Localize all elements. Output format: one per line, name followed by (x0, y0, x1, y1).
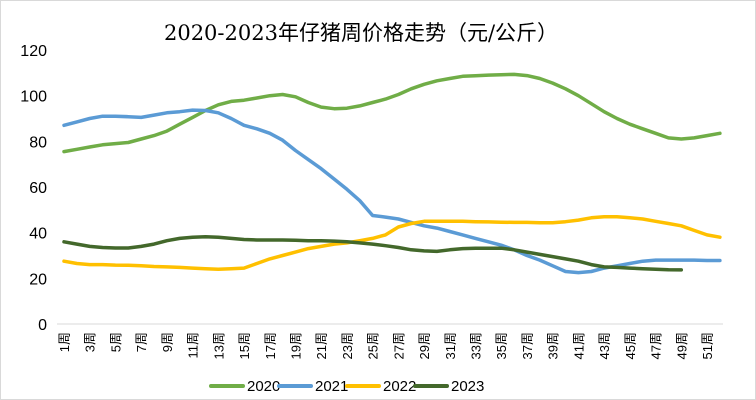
y-tick-label: 120 (20, 43, 47, 60)
series-line-2020 (62, 72, 722, 154)
x-tick-label: 21周 (314, 332, 329, 359)
x-tick-label: 37周 (520, 332, 535, 359)
x-tick-label: 3周 (83, 332, 98, 352)
x-tick-label: 31周 (443, 332, 458, 359)
x-tick-label: 9周 (160, 332, 175, 352)
x-tick-label: 5周 (108, 332, 123, 352)
chart-title: 2020-2023年仔猪周价格走势（元/公斤） (164, 21, 558, 45)
legend-label-2021: 2021 (315, 378, 348, 395)
x-tick-label: 17周 (263, 332, 278, 359)
legend: 2020 2021 2022 2023 (209, 378, 484, 395)
legend-label-2022: 2022 (383, 378, 416, 395)
x-tick-label: 39周 (546, 332, 561, 359)
x-tick-label: 49周 (674, 332, 689, 359)
legend-label-2023: 2023 (451, 378, 484, 395)
x-tick-label: 33周 (469, 332, 484, 359)
y-tick-label: 20 (29, 271, 47, 288)
x-tick-label: 13周 (211, 332, 226, 359)
x-tick-label: 15周 (237, 332, 252, 359)
x-tick-label: 11周 (186, 332, 201, 359)
x-tick-label: 41周 (571, 332, 586, 359)
x-tick-label: 47周 (649, 332, 664, 359)
x-tick-label: 35周 (494, 332, 509, 359)
x-tick-label: 43周 (597, 332, 612, 359)
x-tick-label: 27周 (391, 332, 406, 359)
y-tick-label: 60 (29, 180, 47, 197)
series-line-2023 (62, 235, 684, 272)
x-tick-label: 19周 (288, 332, 303, 359)
y-tick-label: 80 (29, 134, 47, 151)
y-tick-label: 100 (20, 89, 47, 106)
y-axis: 0 20 40 60 80 100 120 (20, 43, 47, 334)
x-tick-label: 7周 (134, 332, 149, 352)
y-tick-label: 0 (38, 317, 47, 334)
x-tick-label: 25周 (366, 332, 381, 359)
x-tick-label: 23周 (340, 332, 355, 359)
y-tick-label: 40 (29, 226, 47, 243)
series-group (62, 72, 722, 275)
x-tick-label: 1周 (57, 332, 72, 352)
x-axis: 1周 3周 5周 7周 9周 11周 13周 15周 17周 19周 21周 23周 25周 27周 29周… (57, 323, 723, 359)
x-tick-label: 45周 (623, 332, 638, 359)
series-line-2022 (62, 214, 722, 271)
x-tick-label: 29周 (417, 332, 432, 359)
x-tick-label: 51周 (700, 332, 715, 359)
legend-label-2020: 2020 (247, 378, 280, 395)
